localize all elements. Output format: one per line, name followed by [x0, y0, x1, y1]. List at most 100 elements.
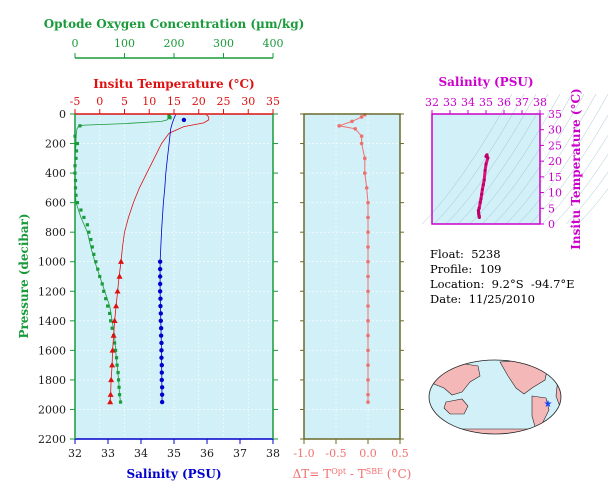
- pressure-tick-label: 1000: [38, 256, 66, 269]
- density-contour: [517, 93, 608, 225]
- oxygen-point: [113, 341, 117, 345]
- delta-tick-label: 0.0: [359, 447, 377, 460]
- oxygen-point: [110, 326, 114, 330]
- salinity-point: [159, 362, 164, 368]
- temperature-tick-label: 0: [96, 95, 103, 108]
- ts-point: [484, 162, 488, 166]
- salinity-point: [159, 392, 165, 397]
- oxygen-point: [114, 356, 119, 360]
- temperature-point: [116, 273, 123, 279]
- ts-series: [476, 153, 490, 219]
- pressure-tick-label: 1400: [38, 315, 66, 328]
- ts-temperature-tick-label: 25: [548, 139, 562, 152]
- pressure-tick-label: 400: [45, 167, 66, 180]
- salinity-point: [159, 377, 164, 383]
- ts-temperature-tick-label: 15: [548, 171, 562, 184]
- salinity-point: [158, 311, 163, 316]
- temperature-point: [111, 317, 118, 324]
- delta-point: [350, 119, 354, 124]
- density-contour: [541, 134, 608, 225]
- oxygen-point: [117, 385, 121, 389]
- ts-axis-ticks: 32 33 34 35 36 37 38 0 5 10 15 20 25 30 35: [425, 96, 562, 231]
- temperature-tick-label: 20: [192, 95, 206, 108]
- delta-point: [366, 259, 370, 264]
- oxygen-point: [90, 245, 94, 249]
- delta-point: [364, 186, 369, 190]
- oxygen-point: [82, 215, 86, 220]
- delta-axis-title: ΔT= TOpt - TSBE (°C): [293, 467, 412, 482]
- salinity-point: [158, 303, 163, 309]
- density-contour: [553, 153, 608, 225]
- oxygen-point: [74, 156, 78, 160]
- delta-point: [363, 156, 367, 161]
- pressure-tick-label: 600: [45, 197, 66, 210]
- profile-date: Date: 11/25/2010: [430, 292, 535, 306]
- oxygen-point: [79, 208, 83, 212]
- oxygen-point: [78, 124, 82, 128]
- temperature-tick-label: 5: [121, 95, 128, 108]
- oxygen-tick-label: 400: [263, 37, 284, 50]
- pressure-tick-label: 1600: [38, 344, 66, 357]
- oxygen-point: [96, 267, 100, 271]
- oxygen-point: [87, 230, 91, 234]
- oxygen-point: [89, 237, 93, 242]
- pressure-tick-label: 200: [45, 138, 66, 151]
- ts-panel: 32 33 34 35 36 37 38 0 5 10 15 20 25 30 35 Salinity (P…: [421, 75, 608, 250]
- profile-panel-gridlines: [75, 114, 273, 439]
- delta-point: [366, 304, 370, 308]
- delta-tick-label: 0.5: [391, 447, 409, 460]
- salinity-point: [159, 340, 164, 346]
- oxygen-point: [117, 393, 122, 397]
- oxygen-point: [74, 193, 78, 197]
- oxygen-point: [98, 274, 102, 279]
- delta-panel-frame: [303, 113, 401, 440]
- pressure-tick-label: 2200: [38, 433, 66, 446]
- temperature-point: [109, 361, 116, 368]
- delta-point: [366, 378, 370, 382]
- density-contour: [577, 188, 608, 225]
- ts-point: [480, 192, 484, 196]
- salinity-point: [159, 348, 164, 353]
- profile-number: Profile: 109: [430, 262, 502, 276]
- density-contour: [493, 93, 585, 225]
- delta-point: [366, 215, 370, 220]
- salinity-point: [157, 259, 163, 264]
- salinity-point: [158, 326, 164, 331]
- salinity-point: [158, 296, 163, 301]
- delta-point: [366, 333, 370, 338]
- float-location: Location: 9.2°S -94.7°E: [430, 277, 575, 291]
- salinity-tick-label: 32: [68, 447, 82, 460]
- delta-point: [363, 171, 367, 175]
- oxygen-point: [85, 223, 89, 227]
- salinity-tick-label: 34: [134, 447, 148, 460]
- ts-point: [478, 201, 482, 205]
- map-land-australia: [443, 398, 469, 415]
- oxygen-point: [100, 282, 104, 286]
- map-outline: [428, 359, 562, 435]
- delta-point: [359, 134, 364, 138]
- delta-panel-background: [304, 114, 400, 439]
- ts-salinity-tick-label: 35: [479, 96, 493, 109]
- delta-point: [366, 245, 370, 249]
- salinity-point: [157, 266, 163, 272]
- salinity-axis-title: Salinity (PSU): [126, 467, 221, 481]
- pressure-tick-label: 0: [59, 108, 66, 121]
- salinity-tick-label: 35: [167, 447, 181, 460]
- temperature-point: [118, 258, 125, 264]
- density-contour: [565, 171, 608, 225]
- ts-point: [479, 197, 483, 201]
- temperature-tick-label: 35: [266, 95, 280, 108]
- ts-salinity-tick-label: 38: [533, 96, 547, 109]
- ts-salinity-tick-label: 34: [461, 96, 475, 109]
- temperature-tick-label: 10: [142, 95, 156, 108]
- salinity-point: [157, 281, 163, 287]
- salinity-point: [157, 289, 163, 294]
- ts-temperature-tick-label: 10: [548, 187, 562, 200]
- delta-point: [366, 400, 370, 404]
- delta-series: [337, 112, 370, 404]
- delta-point: [366, 230, 370, 234]
- oxygen-tick-label: 300: [213, 37, 234, 50]
- delta-point: [366, 200, 370, 205]
- oxygen-point: [108, 311, 112, 316]
- pressure-tick-label: 1800: [38, 374, 66, 387]
